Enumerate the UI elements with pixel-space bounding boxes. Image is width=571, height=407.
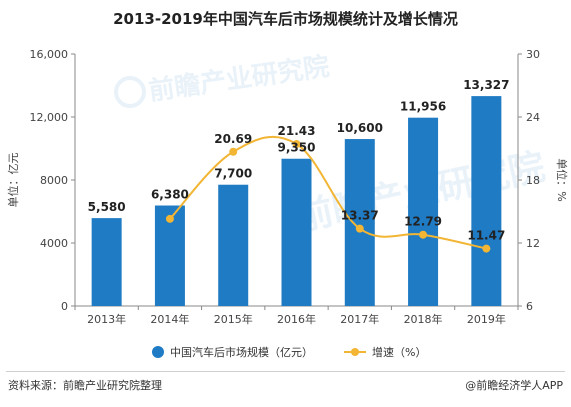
bar-value-label: 9,350 bbox=[278, 141, 316, 155]
growth-value-label: 13.37 bbox=[341, 209, 379, 223]
legend-line-label: 增速（%） bbox=[372, 345, 426, 359]
growth-point bbox=[419, 230, 428, 239]
bar-value-label: 13,327 bbox=[463, 78, 509, 92]
y-right-tick-label: 6 bbox=[526, 300, 533, 313]
x-tick-label: 2018年 bbox=[404, 312, 443, 326]
growth-point bbox=[482, 244, 491, 253]
x-tick-label: 2015年 bbox=[214, 312, 253, 326]
footer-divider bbox=[6, 371, 565, 372]
growth-value-label: 20.69 bbox=[214, 132, 252, 146]
growth-point bbox=[229, 147, 238, 156]
bar-value-label: 11,956 bbox=[400, 100, 446, 114]
growth-value-label: 21.43 bbox=[278, 124, 316, 138]
legend-line-dot bbox=[351, 348, 359, 356]
watermark-logo bbox=[114, 76, 146, 108]
x-tick-label: 2013年 bbox=[87, 312, 126, 326]
bar bbox=[218, 184, 249, 306]
bar bbox=[91, 218, 122, 306]
growth-point bbox=[355, 224, 364, 233]
y-left-tick-label: 8000 bbox=[40, 174, 68, 187]
y-right-tick-label: 24 bbox=[526, 111, 540, 124]
bar bbox=[471, 96, 502, 306]
y-left-tick-label: 0 bbox=[61, 300, 68, 313]
watermark-text: 前瞻产业研究院 bbox=[147, 51, 332, 107]
bar-value-label: 10,600 bbox=[337, 121, 383, 135]
growth-point bbox=[292, 139, 301, 148]
y-axis-left-label: 单位：亿元 bbox=[6, 153, 20, 208]
bar bbox=[281, 158, 312, 306]
bar bbox=[408, 117, 439, 307]
legend-bar-label: 中国汽车后市场规模（亿元） bbox=[170, 345, 313, 359]
legend-bar-marker bbox=[152, 346, 164, 358]
bar-value-label: 5,580 bbox=[88, 200, 126, 214]
x-tick-label: 2019年 bbox=[467, 312, 506, 326]
chart: 前瞻产业研究院 前瞻产业研究院 0640001280001812,0002416… bbox=[6, 48, 569, 359]
y-right-tick-label: 18 bbox=[526, 174, 540, 187]
chart-title: 2013-2019年中国汽车后市场规模统计及增长情况 bbox=[113, 10, 458, 28]
growth-value-label: 12.79 bbox=[404, 215, 442, 229]
x-tick-label: 2014年 bbox=[150, 312, 189, 326]
growth-value-label: 11.47 bbox=[467, 229, 505, 243]
x-tick-label: 2016年 bbox=[277, 312, 316, 326]
source-note: 资料来源：前瞻产业研究院整理 bbox=[8, 379, 162, 392]
y-left-tick-label: 12,000 bbox=[30, 111, 69, 124]
bar bbox=[344, 139, 375, 306]
x-tick-label: 2017年 bbox=[340, 312, 379, 326]
bar-value-label: 7,700 bbox=[214, 167, 252, 181]
growth-point bbox=[165, 214, 174, 223]
y-axis-right-label: 单位：% bbox=[555, 158, 569, 201]
y-left-tick-label: 4000 bbox=[40, 237, 68, 250]
bar-value-label: 6,380 bbox=[151, 188, 189, 202]
y-right-tick-label: 30 bbox=[526, 48, 540, 61]
credit-note: @前瞻经济学人APP bbox=[465, 379, 563, 392]
y-right-tick-label: 12 bbox=[526, 237, 540, 250]
y-left-tick-label: 16,000 bbox=[30, 48, 69, 61]
